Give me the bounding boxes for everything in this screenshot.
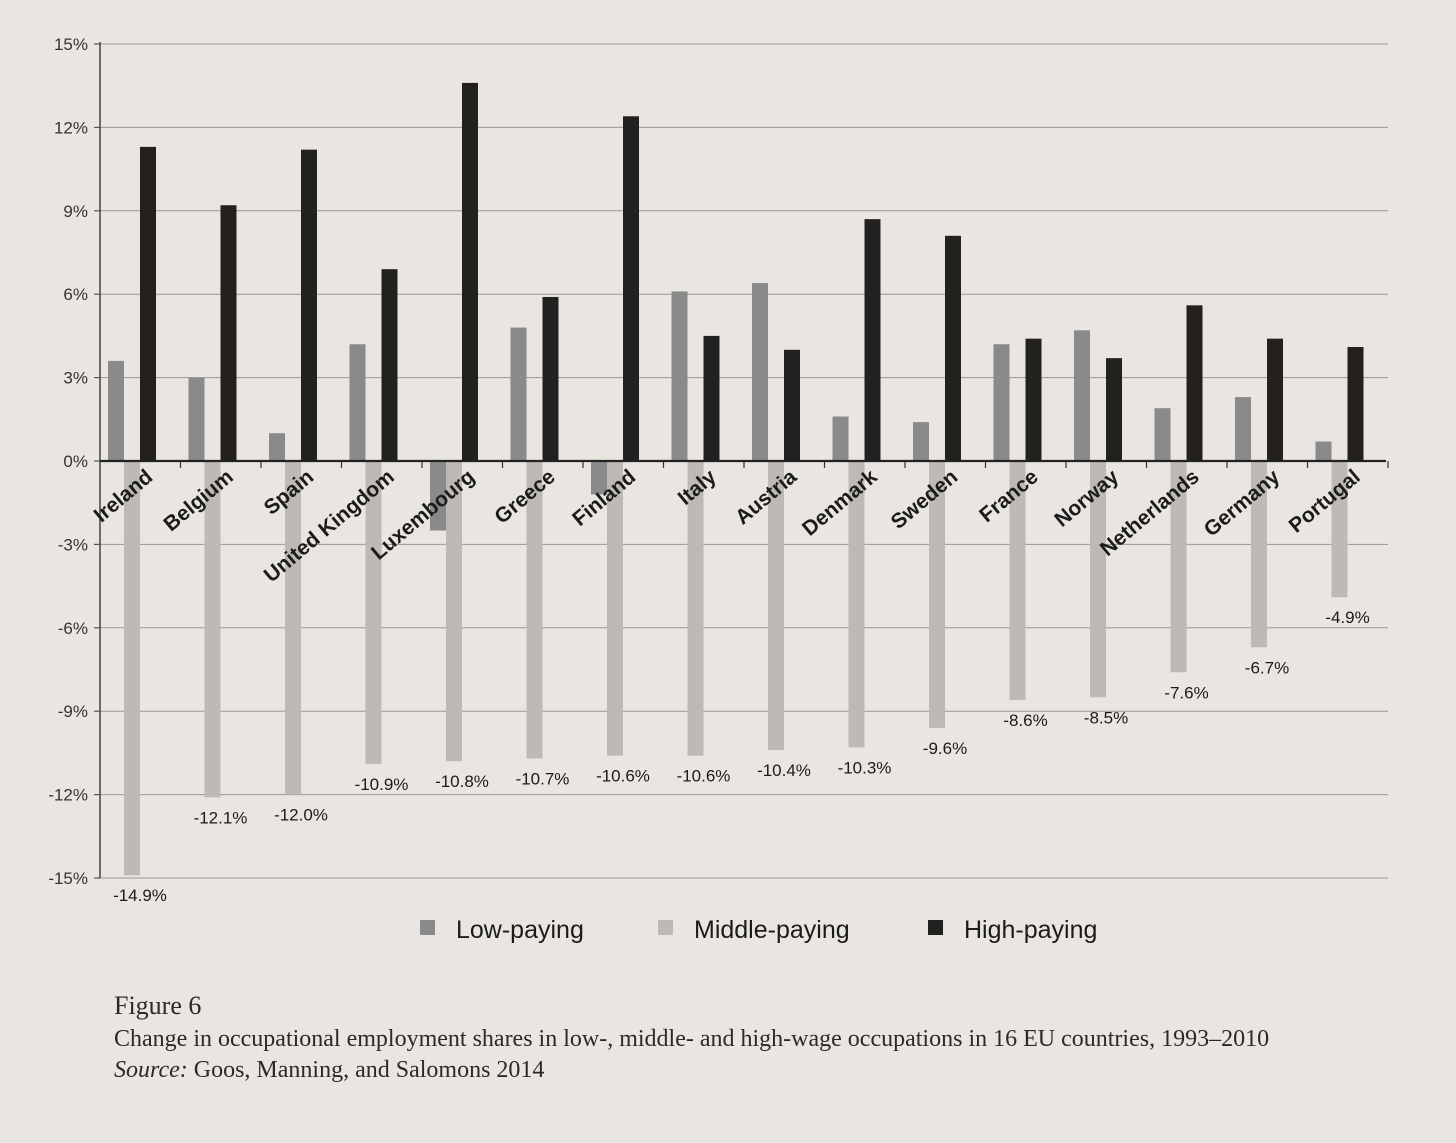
bar-high-paying-greece: [542, 296, 559, 461]
data-label-middle: -12.1%: [194, 808, 248, 827]
data-label-middle: -10.6%: [677, 767, 731, 786]
bar-low-paying-united-kingdom: [349, 344, 366, 461]
bar-high-paying-norway: [1106, 358, 1122, 461]
bar-middle-paying-greece: [526, 461, 543, 759]
y-tick-label: 15%: [54, 35, 88, 54]
bar-high-paying-portugal: [1347, 347, 1364, 461]
bar-low-paying-spain: [269, 433, 285, 461]
bar-middle-paying-italy: [687, 461, 704, 756]
category-label: Norway: [1050, 465, 1123, 532]
category-label: Denmark: [798, 465, 882, 541]
source-text: Goos, Manning, and Salomons 2014: [187, 1057, 545, 1083]
bar-middle-paying-luxembourg: [446, 461, 462, 762]
category-label: France: [975, 465, 1043, 527]
data-label-middle: -10.4%: [757, 761, 811, 780]
bar-low-paying-finland: [591, 461, 607, 495]
data-label-middle: -10.6%: [596, 767, 650, 786]
bar-middle-paying-norway: [1090, 461, 1106, 698]
bar-low-paying-greece: [510, 327, 527, 461]
bar-high-paying-italy: [703, 335, 720, 461]
bar-low-paying-denmark: [832, 416, 849, 461]
bar-low-paying-austria: [752, 283, 768, 461]
category-label: Germany: [1200, 465, 1285, 541]
bar-high-paying-ireland: [140, 146, 156, 462]
bar-low-paying-netherlands: [1154, 408, 1171, 461]
bar-low-paying-ireland: [108, 360, 124, 461]
figure-description: Change in occupational employment shares…: [114, 1026, 1270, 1052]
y-tick-label: -3%: [58, 535, 88, 554]
bar-middle-paying-austria: [768, 461, 784, 751]
data-label-middle: -9.6%: [923, 739, 967, 758]
bar-middle-paying-portugal: [1331, 461, 1348, 598]
category-label: Belgium: [159, 465, 237, 536]
bar-high-paying-france: [1025, 338, 1042, 461]
data-label-middle: -12.0%: [274, 806, 328, 825]
bar-middle-paying-spain: [285, 461, 301, 795]
y-tick-label: -12%: [48, 786, 88, 805]
legend-label: High-paying: [964, 916, 1097, 944]
bar-high-paying-belgium: [220, 205, 237, 461]
y-tick-label: 0%: [63, 452, 88, 471]
bar-high-paying-sweden: [945, 235, 961, 461]
bar-middle-paying-ireland: [124, 461, 140, 876]
category-label: Greece: [490, 465, 559, 528]
bar-middle-paying-finland: [607, 461, 623, 756]
data-label-middle: -10.9%: [355, 775, 409, 794]
y-tick-label: 12%: [54, 118, 88, 137]
data-label-middle: -10.3%: [838, 758, 892, 777]
y-tick-label: -15%: [48, 869, 88, 888]
figure-caption: Figure 6 Change in occupational employme…: [114, 988, 1364, 1086]
data-label-middle: -4.9%: [1325, 608, 1369, 627]
legend-label: Low-paying: [456, 916, 584, 944]
category-label: Sweden: [887, 465, 963, 534]
legend-swatch: [420, 920, 435, 935]
bar-middle-paying-belgium: [204, 461, 221, 798]
bar-middle-paying-france: [1009, 461, 1026, 701]
y-tick-label: -6%: [58, 619, 88, 638]
bar-low-paying-norway: [1074, 330, 1090, 461]
category-label: Austria: [731, 465, 801, 529]
data-label-middle: -7.6%: [1164, 683, 1208, 702]
y-tick-label: 9%: [63, 202, 88, 221]
data-label-middle: -10.7%: [516, 769, 570, 788]
data-label-middle: -8.6%: [1003, 711, 1047, 730]
bar-low-paying-luxembourg: [430, 461, 446, 531]
legend-swatch: [658, 920, 673, 935]
bar-high-paying-austria: [784, 349, 800, 461]
category-label: Portugal: [1285, 465, 1365, 537]
bar-middle-paying-denmark: [848, 461, 865, 748]
data-label-middle: -14.9%: [113, 886, 167, 905]
bar-middle-paying-united-kingdom: [365, 461, 382, 765]
bar-high-paying-denmark: [864, 219, 881, 461]
y-tick-label: 3%: [63, 369, 88, 388]
bar-low-paying-belgium: [188, 377, 205, 461]
legend-swatch: [928, 920, 943, 935]
bar-low-paying-germany: [1235, 397, 1251, 461]
bar-low-paying-portugal: [1315, 441, 1332, 461]
bar-low-paying-france: [993, 344, 1010, 461]
bar-low-paying-sweden: [913, 422, 929, 461]
bar-chart: 15%12%9%6%3%0%-3%-6%-9%-12%-15%Ireland Be…: [48, 35, 1389, 944]
figure-title: Figure 6: [114, 991, 202, 1020]
y-tick-label: 6%: [63, 285, 88, 304]
bar-high-paying-netherlands: [1186, 305, 1203, 461]
bar-middle-paying-sweden: [929, 461, 945, 728]
bar-high-paying-germany: [1267, 338, 1283, 461]
figure-source: Source: Goos, Manning, and Salomons 2014: [114, 1055, 1364, 1086]
legend-label: Middle-paying: [694, 916, 850, 944]
data-label-middle: -6.7%: [1245, 658, 1289, 677]
source-label: Source:: [114, 1057, 188, 1083]
bar-high-paying-spain: [301, 149, 317, 461]
bar-low-paying-italy: [671, 291, 688, 461]
bar-high-paying-luxembourg: [462, 82, 478, 462]
data-label-middle: -8.5%: [1084, 708, 1128, 727]
y-tick-label: -9%: [58, 702, 88, 721]
data-label-middle: -10.8%: [435, 772, 489, 791]
bar-high-paying-united-kingdom: [381, 269, 398, 461]
bar-middle-paying-germany: [1251, 461, 1267, 648]
bar-middle-paying-netherlands: [1170, 461, 1187, 673]
bar-high-paying-finland: [623, 116, 639, 461]
